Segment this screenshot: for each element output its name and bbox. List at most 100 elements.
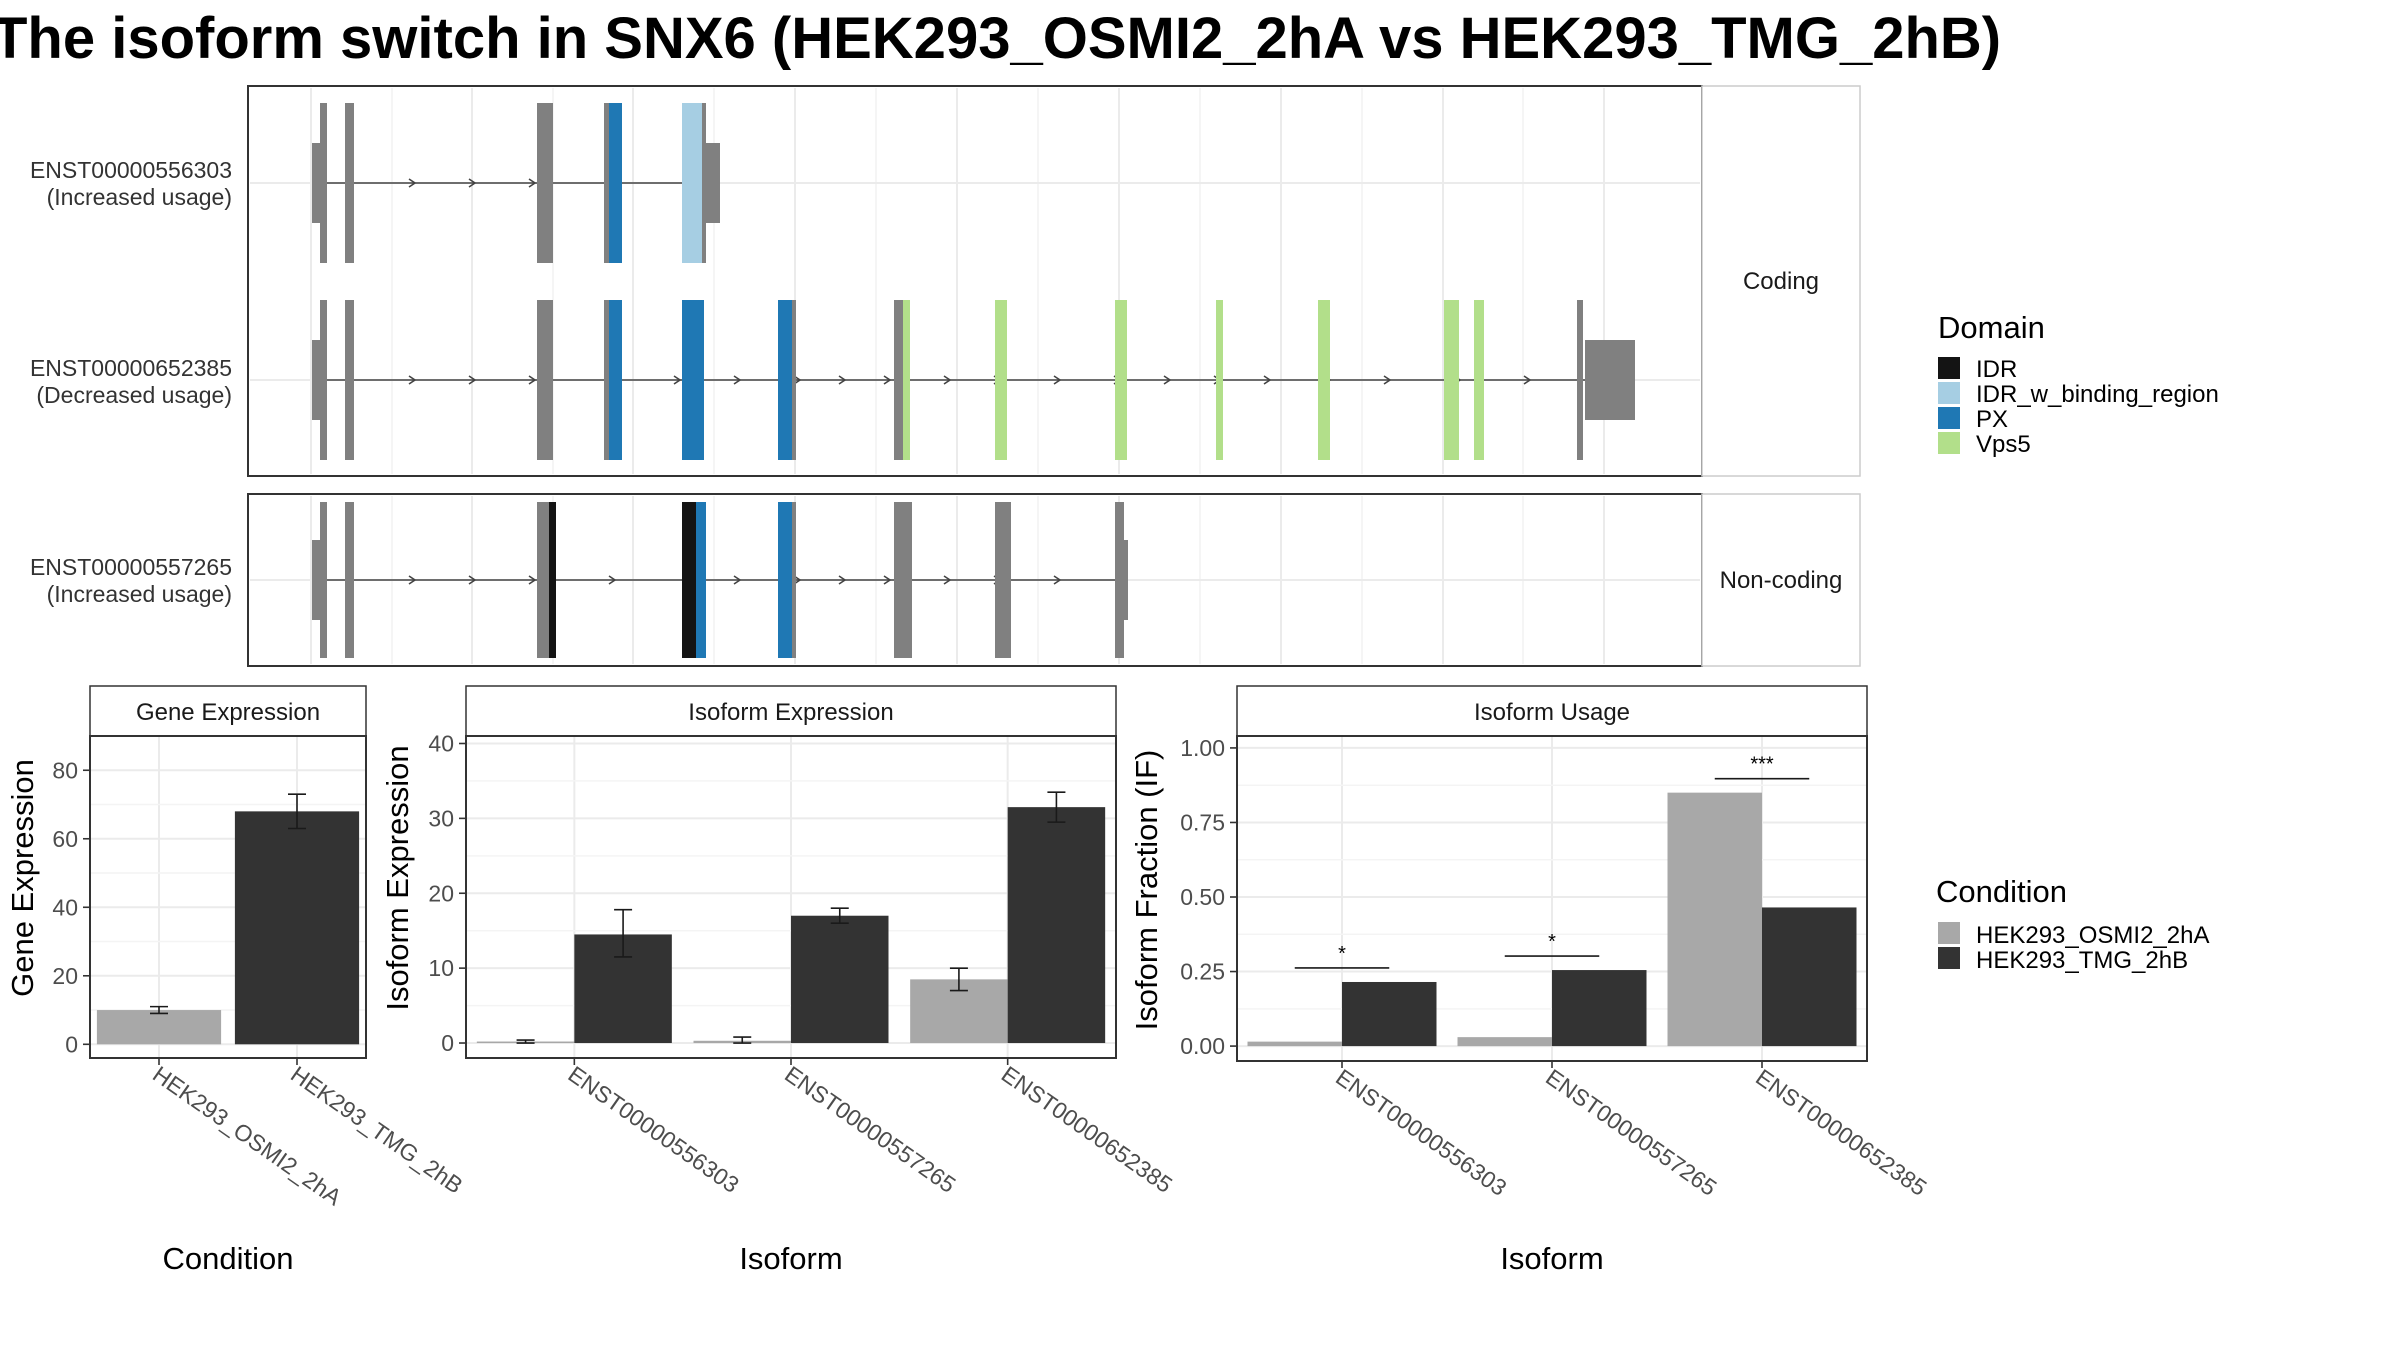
significance-label: *** — [1750, 754, 1774, 776]
bar-condition — [234, 811, 360, 1045]
y-tick-label: 40 — [52, 894, 78, 920]
y-tick-label: 0.50 — [1180, 884, 1225, 910]
utr-block — [312, 340, 322, 420]
legend-swatch-vps5 — [1938, 432, 1960, 454]
x-tick-label: ENST00000557265 — [780, 1061, 960, 1198]
noncoding-strip-label: Non-coding — [1720, 567, 1843, 594]
y-tick-label: 0.25 — [1180, 959, 1225, 985]
intron-arrow — [408, 575, 417, 585]
y-tick-label: 1.00 — [1180, 735, 1225, 761]
exon-domain-idr — [549, 502, 556, 658]
intron-arrow — [838, 375, 847, 385]
exon-domain-vps5 — [1216, 300, 1223, 460]
intron-arrow — [673, 375, 682, 385]
legend-swatch-px — [1938, 407, 1960, 429]
legend-label-cond-b: HEK293_TMG_2hB — [1976, 947, 2188, 974]
intron-arrow — [1053, 575, 1062, 585]
intron-arrow — [1053, 375, 1062, 385]
intron-arrow — [733, 375, 742, 385]
exon-block — [995, 502, 1011, 658]
utr-block — [704, 143, 720, 223]
exon-block — [537, 103, 553, 263]
y-tick-label: 60 — [52, 826, 78, 852]
figure-title: The isoform switch in SNX6 (HEK293_OSMI2… — [0, 6, 2001, 71]
intron-arrow — [408, 375, 417, 385]
transcript-features — [312, 103, 1635, 658]
exon-block — [537, 300, 553, 460]
isoform-usage-chart: * ENST00000556303 * ENST00000557265 *** ENST0… — [1180, 735, 1931, 1201]
significance-label: * — [1548, 931, 1556, 953]
y-tick-label: 40 — [428, 730, 454, 756]
intron-arrow — [528, 575, 537, 585]
bar-series-1 — [1342, 981, 1437, 1047]
exon-domain-px — [682, 300, 704, 460]
exon-domain-px — [778, 502, 792, 658]
intron-arrow — [943, 375, 952, 385]
intron-arrow — [1163, 375, 1172, 385]
legend-label-vps5: Vps5 — [1976, 431, 2031, 458]
exon-domain-idr — [682, 502, 696, 658]
x-tick-label: ENST00000556303 — [1331, 1064, 1511, 1201]
exon-block — [345, 103, 354, 263]
intron-arrow — [883, 375, 892, 385]
intron-arrow — [1523, 375, 1532, 385]
exon-block — [604, 103, 609, 263]
exon-domain-px — [609, 300, 622, 460]
exon-block — [702, 103, 706, 263]
intron-arrow — [1263, 375, 1272, 385]
coding-strip — [1701, 85, 1861, 477]
legend-swatch-cond-b — [1938, 947, 1960, 969]
intron-arrow — [1383, 375, 1392, 385]
bar-series-0 — [1247, 1041, 1342, 1047]
condition-legend-title: Condition — [1936, 874, 2067, 909]
legend-label-idr: IDR — [1976, 356, 2017, 383]
exon-block — [345, 300, 354, 460]
exon-block — [320, 502, 327, 658]
plot-border — [465, 735, 1117, 1059]
isoform-usage-ylabel: Isoform Fraction (IF) — [1129, 750, 1164, 1031]
y-tick-label: 0.00 — [1180, 1033, 1225, 1059]
bar-series-1 — [791, 915, 889, 1044]
y-tick-label: 20 — [428, 880, 454, 906]
isoform-expression-ylabel: Isoform Expression — [380, 745, 415, 1010]
isoform-expression-xlabel: Isoform — [739, 1241, 842, 1276]
intron-arrow — [943, 575, 952, 585]
y-tick-label: 0 — [65, 1031, 78, 1057]
gene-expression-strip — [89, 685, 367, 737]
exon-domain-vps5 — [995, 300, 1007, 460]
legend-swatch-cond-a — [1938, 922, 1960, 944]
exon-domain-vps5 — [1115, 300, 1127, 460]
exon-domain-px — [609, 103, 622, 263]
intron-arrow — [468, 375, 477, 385]
bar-series-1 — [1552, 970, 1647, 1047]
intron-arrow — [608, 575, 617, 585]
y-tick-label: 30 — [428, 805, 454, 831]
utr-block — [1585, 340, 1635, 420]
intron-arrow — [468, 575, 477, 585]
legend-label-idr-binding: IDR_w_binding_region — [1976, 381, 2219, 408]
transcript-1-id: ENST00000556303 — [30, 157, 232, 183]
y-tick-label: 0 — [441, 1030, 454, 1056]
x-tick-label: ENST00000652385 — [997, 1061, 1177, 1198]
x-tick-label: ENST00000556303 — [563, 1061, 743, 1198]
exon-block — [1115, 502, 1124, 658]
exon-block — [345, 502, 354, 658]
bar-series-1 — [1007, 807, 1106, 1044]
intron-arrow — [883, 575, 892, 585]
exon-domain-vps5 — [1444, 300, 1459, 460]
utr-block — [312, 540, 322, 620]
exon-domain-px — [696, 502, 706, 658]
exon-domain-px — [778, 300, 792, 460]
x-tick-label: ENST00000557265 — [1541, 1064, 1721, 1201]
exon-domain-vps5 — [1318, 300, 1330, 460]
exon-domain-vps5 — [903, 300, 910, 460]
transcript-1-usage: (Increased usage) — [47, 184, 232, 210]
legend-label-px: PX — [1976, 406, 2008, 433]
transcript-3-id: ENST00000557265 — [30, 554, 232, 580]
isoform-expression-chart: ENST00000556303 ENST00000557265 ENST000006… — [428, 730, 1177, 1198]
transcript-3-usage: (Increased usage) — [47, 581, 232, 607]
bar-series-1 — [1762, 907, 1857, 1047]
exon-block — [320, 300, 327, 460]
intron-arrow — [528, 375, 537, 385]
